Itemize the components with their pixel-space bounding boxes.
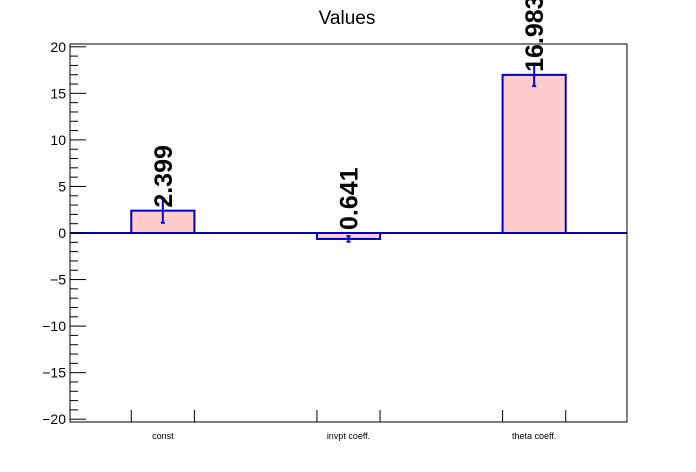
y-tick-label-4: 0 [58,225,66,241]
x-axis: const invpt coeff. theta coeff. [130,410,567,441]
x-tick-label-2: theta coeff. [512,431,556,441]
y-tick-label-0: −20 [42,411,66,427]
data-labels-group: 2.399 0.641 16.983 [150,0,549,230]
x-tick-label-0: const [152,431,174,441]
y-tick-label-7: 15 [50,85,66,101]
y-axis: −20 −15 −10 −5 0 5 10 15 20 [42,39,86,427]
y-tick-label-3: −5 [50,272,66,288]
y-tick-label-1: −15 [42,365,66,381]
x-tick-label-1: invpt coeff. [327,431,370,441]
y-tick-label-2: −10 [42,318,66,334]
y-tick-label-6: 10 [50,132,66,148]
chart-title: Values [319,8,376,29]
y-tick-label-5: 5 [58,178,66,194]
data-label-2: 16.983 [521,0,549,72]
y-tick-label-8: 20 [50,39,66,55]
data-label-1: 0.641 [336,167,364,230]
bar-2 [501,73,567,234]
error-bars-group [160,62,537,243]
data-label-0: 2.399 [150,145,178,208]
